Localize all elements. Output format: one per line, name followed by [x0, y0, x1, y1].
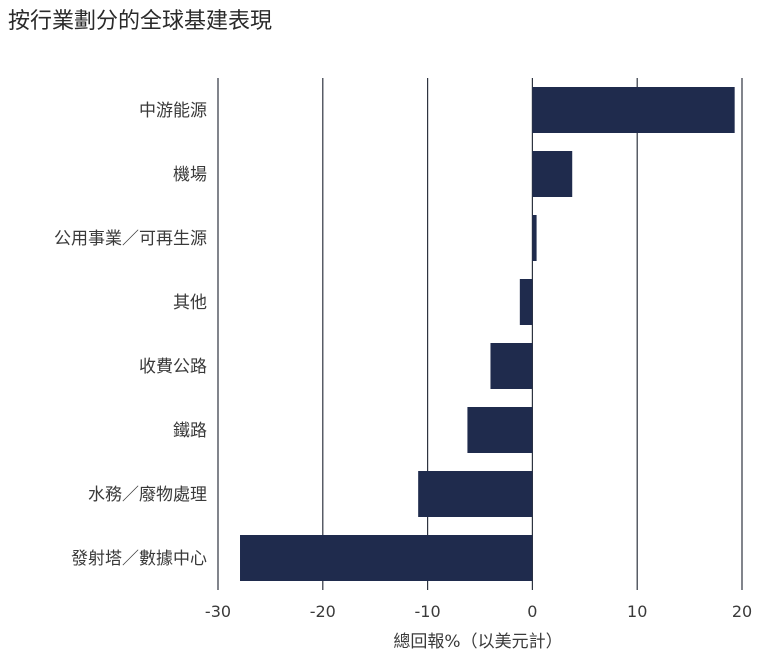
- x-tick-labels: -30 -20 -10 0 10 20: [205, 602, 752, 621]
- bar: [240, 535, 533, 581]
- x-tick-label: -30: [205, 602, 231, 621]
- category-label: 中游能源: [139, 101, 207, 121]
- x-tick-label: 10: [627, 602, 647, 621]
- bar: [532, 87, 735, 133]
- category-label: 水務／廢物處理: [88, 485, 207, 505]
- category-label: 公用事業／可再生源: [54, 229, 207, 249]
- bar: [532, 215, 537, 261]
- chart-title: 按行業劃分的全球基建表現: [8, 9, 273, 34]
- bars: [240, 87, 735, 581]
- category-label: 其他: [173, 293, 207, 313]
- category-label: 機場: [173, 165, 207, 185]
- bar: [418, 471, 533, 517]
- x-tick-label: 0: [527, 602, 537, 621]
- bar: [532, 151, 573, 197]
- bar: [467, 407, 533, 453]
- category-label: 收費公路: [139, 357, 207, 377]
- bar: [490, 343, 533, 389]
- x-axis-title: 總回報%（以美元計）: [393, 632, 562, 652]
- category-label: 鐵路: [173, 421, 207, 441]
- x-tick-label: -20: [310, 602, 336, 621]
- bar: [519, 279, 533, 325]
- x-tick-label: -10: [415, 602, 441, 621]
- category-label: 發射塔／數據中心: [71, 549, 207, 569]
- x-tick-label: 20: [732, 602, 752, 621]
